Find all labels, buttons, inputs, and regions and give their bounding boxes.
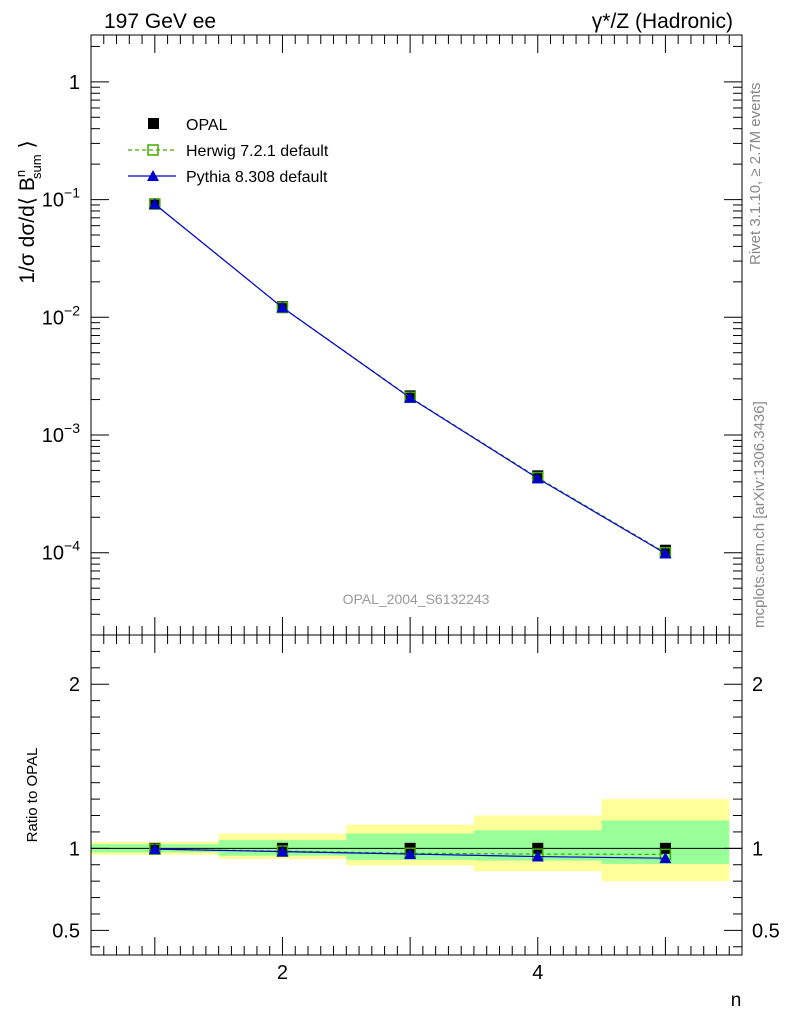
tick-exponent: −1 (64, 185, 80, 201)
tick-exponent: −3 (64, 420, 80, 436)
watermark: OPAL_2004_S6132243 (343, 591, 490, 607)
pythia-ratio-point (531, 850, 544, 862)
pythia-point (276, 301, 289, 313)
legend-herwig-label: Herwig 7.2.1 default (186, 143, 329, 160)
main-y-tick-labels: 110−110−210−310−4 (42, 72, 80, 565)
ratio-y-tick-label: 0.5 (52, 920, 80, 942)
legend-pythia-marker (147, 170, 159, 181)
pythia-line (154, 203, 666, 555)
mcplots-label: mcplots.cern.ch [arXiv:1306.3436] (751, 401, 768, 628)
pythia-ratio-point (404, 848, 417, 860)
ratio-y-tick-label: 2 (69, 674, 80, 696)
tick-base: 10 (42, 425, 64, 447)
ratio-frame (90, 634, 743, 956)
x-tick-label: 4 (532, 962, 543, 984)
ylabel-subscript: sum (29, 154, 44, 179)
rivet-label: Rivet 3.1.10, ≥ 2.7M events (747, 83, 764, 266)
opal-ratio-point (659, 842, 671, 854)
main-y-tick-label: 10−1 (42, 185, 80, 212)
tick-base: 10 (42, 543, 64, 565)
main-y-tick-label: 10−3 (42, 420, 80, 447)
ratio-axis-ticks (91, 635, 742, 955)
tick-exponent: −2 (64, 302, 80, 318)
herwig-line (154, 203, 666, 554)
main-y-tick-label: 1 (69, 72, 80, 94)
main-y-axis-label: 1/σ dσ/d⟨ Bnsum ⟩ (13, 140, 44, 283)
tick-base: 10 (42, 307, 64, 329)
ratio-series (148, 842, 672, 864)
x-axis-label: n (731, 990, 742, 1011)
process-title: γ*/Z (Hadronic) (592, 10, 733, 33)
legend-pythia-label: Pythia 8.308 default (186, 169, 328, 186)
legend-opal-marker (148, 118, 159, 129)
ratio-y-tick-label-right: 2 (752, 674, 763, 696)
pythia-point (148, 198, 161, 210)
energy-title: 197 GeV ee (104, 10, 216, 33)
legend-opal-label: OPAL (186, 117, 228, 134)
legend-herwig-marker (147, 144, 159, 156)
ratio-y-tick-label-right: 1 (752, 838, 763, 860)
ylabel-part-1: 1/σ dσ/d⟨ B (16, 177, 39, 284)
ratio-tick-labels: 0.5 0.5 1 1 2 2 2 4 (52, 674, 780, 984)
legend: OPAL Herwig 7.2.1 default Pythia 8.308 d… (128, 117, 329, 186)
ratio-y-axis-label: Ratio to OPAL (24, 748, 41, 843)
tick-base: 10 (42, 190, 64, 212)
main-y-tick-label: 10−4 (42, 538, 80, 565)
ratio-uncertainty-bands (91, 799, 742, 882)
pythia-ratio-point (148, 843, 161, 855)
ratio-y-tick-label-right: 0.5 (752, 920, 780, 942)
ylabel-superscript: n (13, 170, 28, 177)
pythia-ratio-point (659, 852, 672, 864)
main-axis-ticks (91, 35, 742, 636)
ratio-y-tick-label: 1 (69, 838, 80, 860)
ylabel-part-end: ⟩ (16, 140, 39, 154)
x-tick-label: 2 (277, 962, 288, 984)
pythia-ratio-point (276, 845, 289, 857)
main-y-tick-label: 10−2 (42, 302, 80, 329)
pythia-point (659, 547, 672, 559)
main-series (148, 198, 672, 559)
pythia-point (531, 472, 544, 484)
tick-exponent: −4 (64, 538, 80, 554)
pythia-point (404, 391, 417, 403)
